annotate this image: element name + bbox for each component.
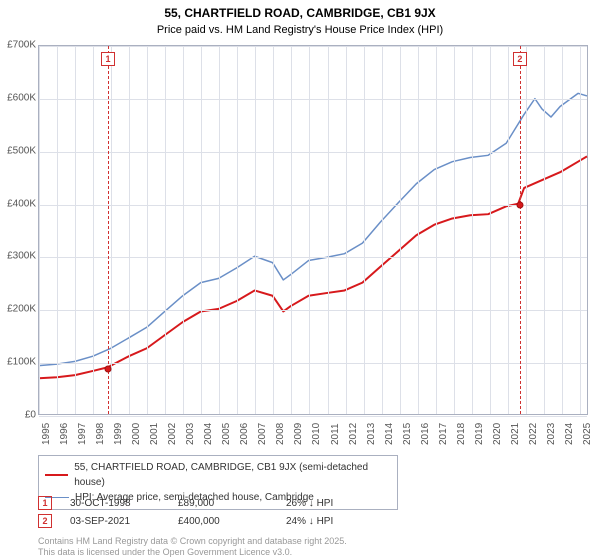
legend-swatch <box>45 474 68 476</box>
legend-item: 55, CHARTFIELD ROAD, CAMBRIDGE, CB1 9JX … <box>45 460 391 490</box>
attribution: Contains HM Land Registry data © Crown c… <box>38 536 347 558</box>
flag-row: 1 30-OCT-1998 £89,000 26% ↓ HPI <box>38 496 588 510</box>
x-tick-label: 2012 <box>348 423 359 445</box>
marker-dot <box>516 201 523 208</box>
y-tick-label: £0 <box>0 410 36 421</box>
x-tick-label: 2025 <box>582 423 593 445</box>
series-line-price_paid <box>39 156 587 378</box>
flag-marker-icon: 1 <box>38 496 52 510</box>
chart-container: 55, CHARTFIELD ROAD, CAMBRIDGE, CB1 9JX … <box>0 0 600 560</box>
x-tick-label: 2021 <box>510 423 521 445</box>
x-tick-label: 2014 <box>384 423 395 445</box>
flag-date: 30-OCT-1998 <box>70 498 160 509</box>
x-tick-label: 2002 <box>167 423 178 445</box>
x-tick-label: 2010 <box>311 423 322 445</box>
flag-price: £400,000 <box>178 516 268 527</box>
x-tick-label: 2005 <box>221 423 232 445</box>
series-line-hpi <box>39 93 587 365</box>
x-tick-label: 2016 <box>420 423 431 445</box>
x-tick-label: 2019 <box>474 423 485 445</box>
y-tick-label: £500K <box>0 145 36 156</box>
x-tick-label: 2018 <box>456 423 467 445</box>
x-tick-label: 2007 <box>257 423 268 445</box>
x-tick-label: 2015 <box>402 423 413 445</box>
flag-pct: 26% ↓ HPI <box>286 498 376 509</box>
x-tick-label: 1995 <box>41 423 52 445</box>
chart-plot-area: 12 <box>38 45 588 415</box>
y-tick-label: £600K <box>0 92 36 103</box>
x-tick-label: 2024 <box>564 423 575 445</box>
x-tick-label: 2017 <box>438 423 449 445</box>
flag-price: £89,000 <box>178 498 268 509</box>
x-tick-label: 2023 <box>546 423 557 445</box>
flag-row: 2 03-SEP-2021 £400,000 24% ↓ HPI <box>38 514 588 528</box>
legend-label: 55, CHARTFIELD ROAD, CAMBRIDGE, CB1 9JX … <box>74 460 391 490</box>
attribution-line: This data is licensed under the Open Gov… <box>38 547 347 558</box>
flag-marker-icon: 2 <box>38 514 52 528</box>
x-tick-label: 1997 <box>77 423 88 445</box>
flag-date: 03-SEP-2021 <box>70 516 160 527</box>
x-tick-label: 2008 <box>275 423 286 445</box>
marker-dot <box>105 365 112 372</box>
x-tick-label: 2001 <box>149 423 160 445</box>
x-tick-label: 2000 <box>131 423 142 445</box>
x-tick-label: 2013 <box>366 423 377 445</box>
y-tick-label: £400K <box>0 198 36 209</box>
flags-table: 1 30-OCT-1998 £89,000 26% ↓ HPI 2 03-SEP… <box>38 496 588 532</box>
y-tick-label: £200K <box>0 304 36 315</box>
x-tick-label: 2003 <box>185 423 196 445</box>
x-tick-label: 2011 <box>330 423 341 445</box>
chart-title: 55, CHARTFIELD ROAD, CAMBRIDGE, CB1 9JX <box>0 0 600 22</box>
x-tick-label: 2004 <box>203 423 214 445</box>
x-tick-label: 2006 <box>239 423 250 445</box>
y-tick-label: £300K <box>0 251 36 262</box>
marker-flag-icon: 1 <box>101 52 115 66</box>
flag-pct: 24% ↓ HPI <box>286 516 376 527</box>
chart-svg <box>39 46 587 414</box>
chart-subtitle: Price paid vs. HM Land Registry's House … <box>0 22 600 36</box>
x-tick-label: 2020 <box>492 423 503 445</box>
marker-flag-icon: 2 <box>513 52 527 66</box>
x-tick-label: 2009 <box>293 423 304 445</box>
attribution-line: Contains HM Land Registry data © Crown c… <box>38 536 347 547</box>
y-tick-label: £700K <box>0 40 36 51</box>
x-tick-label: 1999 <box>113 423 124 445</box>
x-tick-label: 1998 <box>95 423 106 445</box>
x-tick-label: 1996 <box>59 423 70 445</box>
y-tick-label: £100K <box>0 357 36 368</box>
x-tick-label: 2022 <box>528 423 539 445</box>
